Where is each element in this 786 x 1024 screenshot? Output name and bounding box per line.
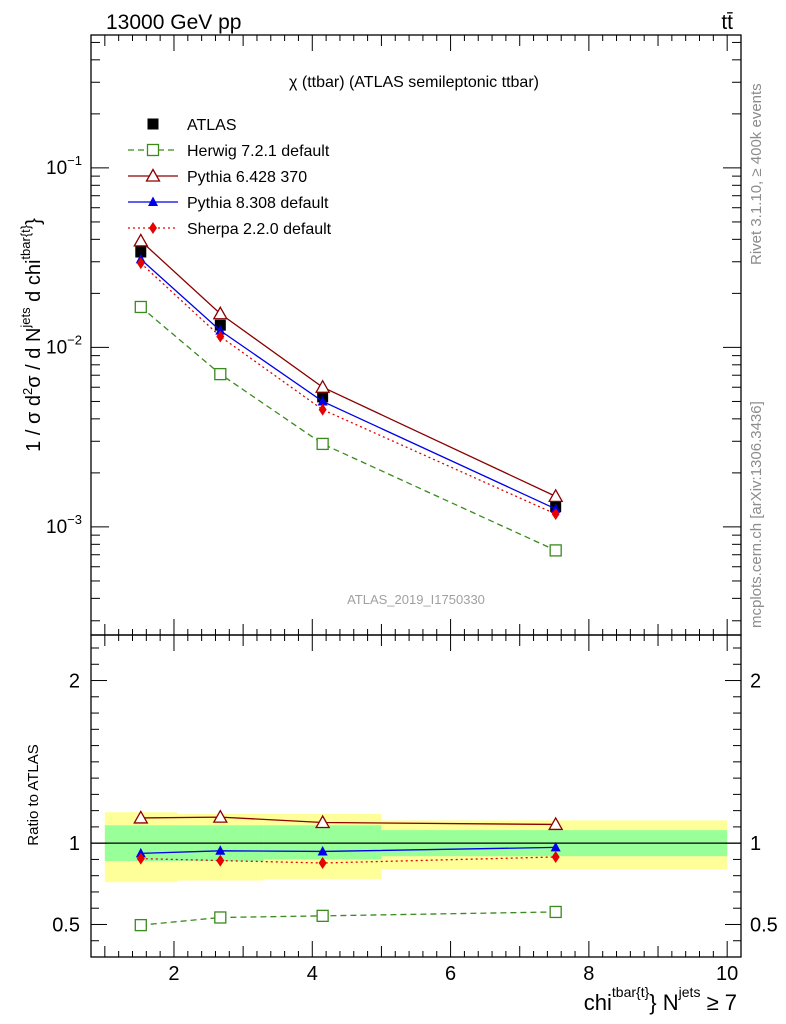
legend-label: Pythia 6.428 370 [187, 169, 307, 186]
chart-title: χ (ttbar) (ATLAS semileptonic ttbar) [289, 74, 539, 91]
ratio-y-tick-label-right: 0.5 [750, 914, 778, 936]
ratio-y-tick-label-right: 1 [750, 833, 761, 855]
ratio-data-point [215, 845, 226, 855]
legend-item-pythia-6-428-370: Pythia 6.428 370 [128, 168, 307, 186]
legend-item-atlas: ATLAS [147, 117, 237, 134]
ratio-series-line [140, 846, 556, 855]
main-data-point [215, 325, 226, 335]
ratio-data-point [549, 905, 562, 919]
legend-label: Sherpa 2.2.0 default [187, 221, 332, 238]
main-data-point [214, 367, 227, 381]
ratio-data-point [550, 841, 561, 852]
ratio-x-tick-labels: 2 4 6 8 10 [168, 963, 738, 985]
ratio-plot-frame [90, 634, 742, 958]
main-panel: χ (ttbar) (ATLAS semileptonic ttbar) ATL… [18, 34, 742, 636]
ratio-data-point [216, 854, 225, 867]
ratio-data-point [134, 918, 147, 932]
main-data-point [315, 379, 331, 393]
legend-marker [145, 168, 161, 182]
main-data-point [216, 330, 225, 343]
ratio-data-point [551, 850, 560, 863]
main-series-layer [133, 233, 564, 557]
main-data-point [134, 300, 147, 314]
main-series-line [140, 258, 556, 510]
ratio-series-sherpa-2-2-0-default [136, 850, 560, 870]
main-y-tick-label: 10−1 [46, 153, 82, 179]
main-series-atlas [135, 246, 562, 512]
main-series-line [140, 240, 556, 497]
ratio-data-point [315, 814, 331, 829]
main-data-point [135, 246, 147, 258]
x-tick-label: 6 [445, 963, 456, 985]
ratio-data-point [136, 852, 145, 865]
ratio-y-tick-label-right: 2 [750, 671, 761, 693]
legend-marker [147, 118, 159, 130]
ratio-data-point [212, 809, 228, 823]
ratio-y-tick-label: 2 [69, 671, 80, 693]
legend-label: Pythia 8.308 default [187, 195, 329, 212]
header-energy-label: 13000 GeV pp [106, 11, 241, 34]
legend-label: ATLAS [187, 117, 237, 134]
main-series-herwig-7-2-1-default [134, 300, 562, 557]
legend-marker [146, 143, 160, 157]
legend: ATLAS Herwig 7.2.1 default Pythia 6.428 37… [128, 117, 332, 238]
ratio-y-tick-labels: 0.5 0.5 1 1 2 2 [52, 671, 778, 937]
ratio-series-layer [133, 809, 564, 932]
main-series-line [140, 262, 556, 515]
main-axis-ticks [91, 35, 741, 635]
legend-item-sherpa-2-2-0-default: Sherpa 2.2.0 default [128, 221, 332, 238]
ratio-series-pythia-6-428-370 [133, 809, 564, 831]
ratio-y-tick-label: 0.5 [52, 914, 80, 936]
main-y-tick-label: 10−2 [46, 332, 82, 358]
x-tick-label: 8 [583, 963, 594, 985]
ratio-data-point [318, 857, 327, 870]
mcplots-reference-label: mcplots.cern.ch [arXiv:1306.3436] [748, 401, 765, 628]
main-data-point [133, 233, 149, 247]
main-y-axis-label: 1 / σ d2σ / d Njets d chitbar{t}} [18, 218, 45, 452]
ratio-series-line [140, 816, 556, 826]
ratio-y-tick-label: 1 [69, 833, 80, 855]
x-tick-label: 2 [168, 963, 179, 985]
ratio-data-point [214, 911, 227, 924]
x-tick-label: 4 [307, 963, 318, 985]
main-data-point [548, 488, 564, 503]
legend-item-herwig-7-2-1-default: Herwig 7.2.1 default [128, 143, 330, 160]
main-series-pythia-8-308-default [135, 253, 561, 513]
ratio-data-point [133, 810, 149, 824]
main-data-point [316, 437, 329, 451]
ratio-series-line [140, 911, 556, 926]
main-data-point [318, 403, 327, 416]
main-y-tick-label: 10−3 [46, 512, 82, 538]
x-axis-label: chitbar{t}} Njets ≥ 7 [584, 984, 737, 1015]
rivet-version-label: Rivet 3.1.10, ≥ 400k events [748, 83, 765, 265]
main-series-sherpa-2-2-0-default [136, 257, 560, 521]
analysis-watermark: ATLAS_2019_I1750330 [347, 592, 485, 607]
main-data-point [551, 508, 560, 521]
ratio-data-point [316, 909, 329, 923]
main-data-point [212, 305, 228, 320]
main-data-point [317, 395, 328, 406]
legend-item-pythia-8-308-default: Pythia 8.308 default [128, 195, 329, 212]
ratio-axis-ticks [91, 635, 741, 957]
main-data-point [549, 544, 562, 557]
legend-label: Herwig 7.2.1 default [187, 143, 330, 160]
legend-marker [148, 196, 158, 206]
legend-marker [149, 222, 157, 234]
ratio-panel: 0.5 0.5 1 1 2 2 2 4 6 8 10 Ratio to ATLAS chitbar… [25, 634, 778, 1015]
main-series-line [140, 306, 556, 551]
main-series-pythia-6-428-370 [133, 233, 564, 503]
x-tick-label: 10 [716, 963, 738, 985]
main-data-point [136, 257, 145, 270]
ratio-data-point [317, 845, 328, 856]
main-y-tick-labels: 10−1 10−2 10−3 [46, 153, 82, 538]
ratio-series-line [140, 856, 556, 864]
header-process-label: tt̄ [721, 11, 733, 34]
ratio-y-axis-label: Ratio to ATLAS [25, 744, 42, 845]
ratio-data-point [548, 816, 564, 831]
ratio-series-herwig-7-2-1-default [134, 905, 562, 932]
